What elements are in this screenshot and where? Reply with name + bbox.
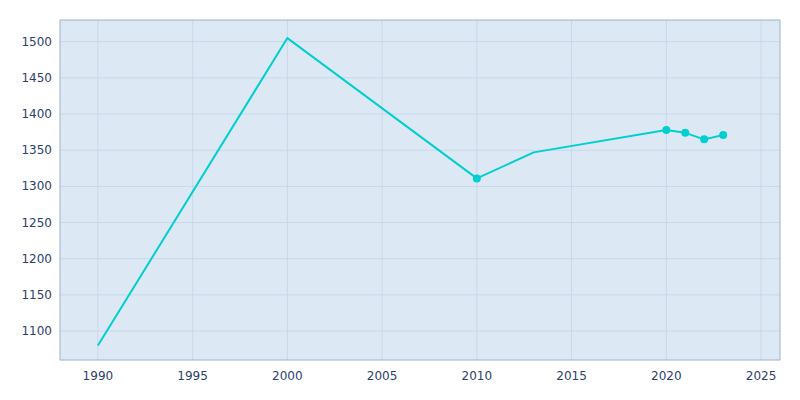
- x-grid-line: [97, 20, 98, 360]
- x-grid-line: [571, 20, 572, 360]
- x-grid-line: [666, 20, 667, 360]
- chart-container: 1990 1995 2000 2005 2010 2015 2020 2025 1100 1150…: [0, 0, 800, 400]
- y-tick-label: 1450: [21, 71, 52, 85]
- y-tick-label: 1250: [21, 216, 52, 230]
- axes: 1990 1995 2000 2005 2010 2015 2020 2025 1100 1150…: [21, 35, 776, 383]
- x-grid-line: [761, 20, 762, 360]
- x-tick-label: 2015: [556, 369, 587, 383]
- y-grid-line: [60, 294, 780, 295]
- y-grid-line: [60, 77, 780, 78]
- data-marks: [98, 38, 727, 345]
- line: [98, 38, 723, 345]
- y-grid-line: [60, 258, 780, 259]
- y-grid-line: [60, 41, 780, 42]
- y-tick-label: 1300: [21, 179, 52, 193]
- y-grid-line: [60, 186, 780, 187]
- x-tick-label: 1990: [83, 369, 114, 383]
- y-tick-label: 1100: [21, 324, 52, 338]
- x-grid-line: [476, 20, 477, 360]
- chart: 1990 1995 2000 2005 2010 2015 2020 2025 1100 1150…: [0, 0, 800, 400]
- y-tick-label: 1500: [21, 35, 52, 49]
- grid: [60, 20, 780, 360]
- y-grid-line: [60, 222, 780, 223]
- x-tick-label: 2020: [651, 369, 682, 383]
- x-grid-line: [287, 20, 288, 360]
- y-tick-label: 1200: [21, 252, 52, 266]
- x-grid-line: [382, 20, 383, 360]
- x-tick-label: 2005: [367, 369, 398, 383]
- y-grid-line: [60, 150, 780, 151]
- plot-frame: [60, 20, 780, 360]
- point: [700, 135, 708, 143]
- point: [719, 131, 727, 139]
- y-tick-label: 1150: [21, 288, 52, 302]
- x-tick-label: 2000: [272, 369, 303, 383]
- point: [681, 129, 689, 137]
- x-tick-label: 2010: [462, 369, 493, 383]
- x-tick-label: 2025: [746, 369, 777, 383]
- y-tick-label: 1350: [21, 143, 52, 157]
- point: [662, 126, 670, 134]
- plot-background: [60, 20, 780, 360]
- y-grid-line: [60, 114, 780, 115]
- y-grid-line: [60, 331, 780, 332]
- point: [473, 174, 481, 182]
- x-tick-label: 1995: [177, 369, 208, 383]
- y-tick-label: 1400: [21, 107, 52, 121]
